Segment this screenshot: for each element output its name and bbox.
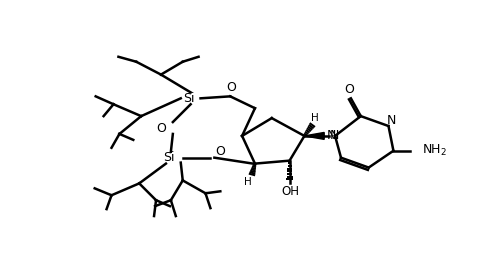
Text: O: O (216, 145, 226, 158)
Text: O: O (226, 81, 236, 94)
Text: Si: Si (183, 92, 194, 105)
Text: O: O (344, 83, 354, 96)
Text: N: N (387, 114, 396, 126)
Text: N: N (326, 130, 336, 142)
Polygon shape (304, 132, 324, 139)
Text: H: H (244, 177, 252, 187)
Text: OH: OH (282, 185, 300, 198)
Text: H: H (312, 113, 319, 123)
Text: Si: Si (163, 151, 174, 164)
Text: NH$_2$: NH$_2$ (422, 143, 447, 158)
Text: N: N (330, 130, 339, 142)
Text: O: O (156, 122, 166, 134)
